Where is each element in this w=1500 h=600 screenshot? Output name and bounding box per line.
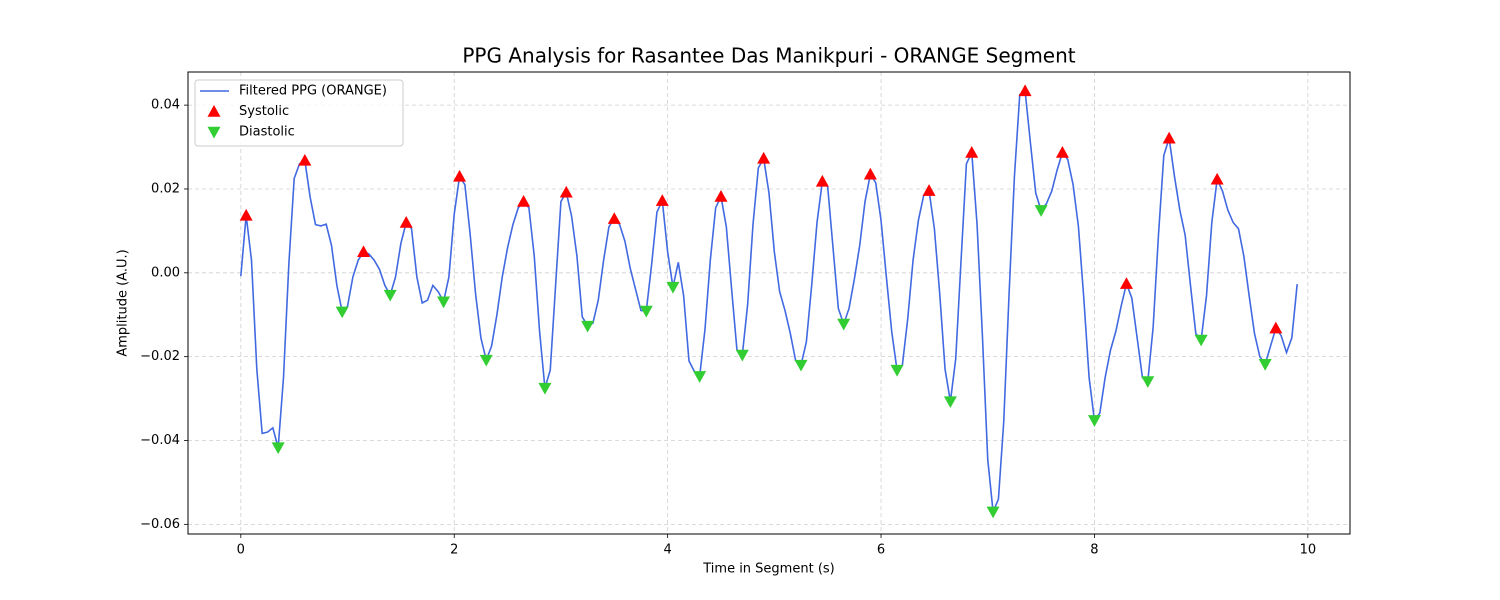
peak-marker (1210, 172, 1224, 185)
peak-marker (735, 349, 749, 362)
peak-marker (383, 289, 397, 302)
legend: Filtered PPG (ORANGE) Systolic Diastolic (194, 79, 404, 147)
peak-marker (1034, 205, 1048, 217)
peak-marker (965, 145, 979, 158)
peak-marker (517, 195, 531, 207)
axes-frame (187, 71, 1351, 535)
peak-marker (693, 371, 707, 383)
peak-marker (1087, 415, 1101, 427)
x-tick-label: 6 (877, 543, 885, 558)
peak-marker (437, 296, 451, 309)
peak-marker (1018, 84, 1032, 97)
peak-marker (399, 216, 413, 228)
y-tick-label: 0.02 (151, 181, 180, 196)
peak-marker (837, 318, 851, 331)
peak-marker (1055, 145, 1069, 158)
y-tick-label: −0.02 (140, 349, 180, 364)
peak-marker (757, 151, 771, 164)
peak-marker (1141, 376, 1155, 388)
peak-marker (986, 506, 1000, 519)
y-tick-label: −0.04 (140, 433, 180, 448)
peak-marker (1162, 131, 1176, 144)
peak-marker (607, 212, 621, 224)
legend-label: Systolic (239, 104, 289, 119)
ticks: 0 2 4 6 8 10 −0.06 −0.04 −0.02 0.00 0.02 0.04 (140, 98, 1316, 558)
legend-label: Diastolic (239, 125, 295, 140)
peak-marker (1258, 359, 1272, 371)
peak-marker (357, 245, 371, 258)
peak-marker (271, 442, 285, 455)
y-tick-label: −0.06 (140, 517, 180, 532)
x-tick-label: 8 (1090, 543, 1098, 558)
peak-marker (453, 169, 467, 182)
peak-marker (890, 364, 904, 377)
x-axis-label: Time in Segment (s) (702, 562, 834, 577)
peak-marker (1269, 321, 1283, 334)
y-axis-label: Amplitude (A.U.) (116, 249, 131, 356)
plot-area (239, 84, 1298, 519)
x-tick-label: 10 (1300, 543, 1317, 558)
peak-marker (794, 359, 808, 372)
peak-marker (922, 184, 936, 196)
peak-marker (1194, 334, 1208, 347)
peak-marker (335, 306, 349, 319)
peak-marker (239, 208, 253, 221)
peak-marker (298, 153, 312, 166)
peak-marker (943, 396, 957, 409)
peak-marker (639, 305, 653, 318)
x-tick-label: 0 (237, 543, 245, 558)
chart-title: PPG Analysis for Rasantee Das Manikpuri … (462, 44, 1075, 68)
peak-marker (714, 190, 728, 202)
x-tick-label: 4 (663, 543, 671, 558)
legend-swatch (207, 126, 221, 139)
peak-marker (666, 281, 680, 294)
peak-marker (479, 354, 493, 367)
legend-box (194, 79, 404, 147)
legend-swatch (207, 105, 221, 117)
y-tick-label: 0.00 (151, 265, 180, 280)
legend-label: Filtered PPG (ORANGE) (239, 84, 387, 99)
peak-marker (815, 174, 829, 187)
peak-marker (581, 320, 595, 333)
peak-marker (559, 185, 573, 198)
peak-marker (1119, 277, 1133, 289)
peak-marker (538, 382, 552, 395)
y-tick-label: 0.04 (151, 98, 180, 113)
x-tick-label: 2 (450, 543, 458, 558)
ppg-line (240, 89, 1298, 513)
peak-marker (655, 194, 669, 206)
peak-marker (863, 167, 877, 180)
